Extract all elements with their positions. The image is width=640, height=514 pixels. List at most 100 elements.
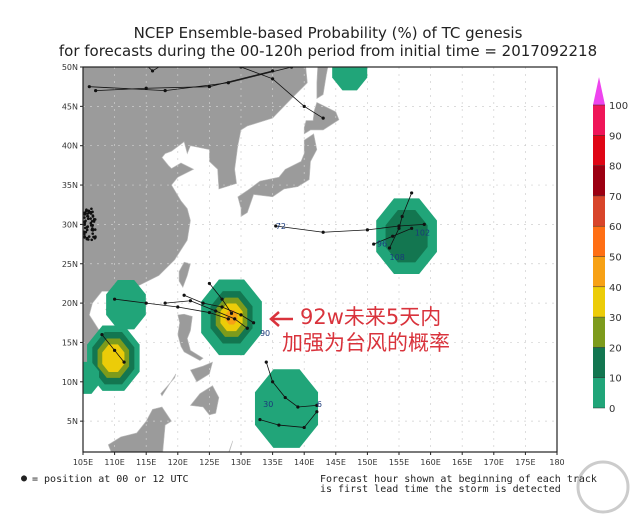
- track-position-dot: [271, 380, 274, 383]
- track-label: 108: [390, 253, 405, 262]
- track-position-dot: [246, 327, 249, 330]
- colorbar-segment: [593, 196, 605, 226]
- track-position-dot: [88, 85, 91, 88]
- x-tick-label: 160E: [420, 458, 440, 467]
- x-tick-label: 135E: [262, 458, 282, 467]
- track-position-dot: [183, 294, 186, 297]
- y-tick-label: 15N: [62, 338, 78, 347]
- track-position-dot: [100, 333, 103, 336]
- track-position-dot: [176, 305, 179, 308]
- track-position-dot: [189, 299, 192, 302]
- track-position-dot: [208, 311, 211, 314]
- track-position-dot: [113, 298, 116, 301]
- track-position-dot: [91, 227, 94, 230]
- track-position-dot: [86, 226, 89, 229]
- y-tick-label: 45N: [62, 102, 78, 111]
- track-position-dot: [315, 410, 318, 413]
- x-tick-label: 165E: [452, 458, 472, 467]
- x-tick-label: 140E: [294, 458, 314, 467]
- track-position-dot: [258, 418, 261, 421]
- y-tick-label: 30N: [62, 220, 78, 229]
- track-position-dot: [89, 217, 92, 220]
- y-tick-label: 5N: [67, 417, 78, 426]
- annotation-line2: 加强为台风的概率: [282, 331, 450, 356]
- colorbar-label: 10: [609, 374, 622, 385]
- colorbar-label: 0: [609, 404, 615, 415]
- legend-dot-icon: ●: [21, 474, 27, 484]
- track-position-dot: [227, 81, 230, 84]
- colorbar-label: 40: [609, 283, 622, 294]
- track-position-dot: [91, 232, 94, 235]
- colorbar-segment: [593, 287, 605, 317]
- track-position-dot: [277, 423, 280, 426]
- track-position-dot: [113, 349, 116, 352]
- track-position-dot: [366, 228, 369, 231]
- colorbar-segment: [593, 105, 605, 135]
- track-position-dot: [423, 223, 426, 226]
- track-position-dot: [271, 77, 274, 80]
- x-tick-label: 105E: [73, 458, 93, 467]
- track-position-dot: [86, 237, 89, 240]
- track-position-dot: [92, 214, 95, 217]
- annotation-line1: 92w未来5天内: [300, 305, 441, 330]
- colorbar-label: 100: [609, 101, 628, 112]
- track-position-dot: [227, 317, 230, 320]
- colorbar-segment: [593, 257, 605, 287]
- colorbar-over-arrow: [593, 77, 605, 105]
- colorbar-label: 50: [609, 253, 622, 264]
- probability-area-10: [332, 47, 367, 91]
- track-position-dot: [87, 215, 90, 218]
- track-position-dot: [233, 317, 236, 320]
- x-tick-label: 115E: [136, 458, 156, 467]
- track-position-dot: [87, 217, 90, 220]
- track-position-dot: [138, 58, 141, 61]
- track-label: 90: [260, 329, 270, 338]
- x-tick-label: 180: [549, 458, 564, 467]
- colorbar-label: 20: [609, 343, 622, 354]
- track-position-dot: [93, 220, 96, 223]
- track-position-dot: [303, 105, 306, 108]
- track-position-dot: [151, 69, 154, 72]
- track-position-dot: [90, 212, 93, 215]
- y-tick-label: 35N: [62, 181, 78, 190]
- colorbar-label: 70: [609, 192, 622, 203]
- track-position-dot: [88, 235, 91, 238]
- track-position-dot: [252, 321, 255, 324]
- colorbar-segment: [593, 135, 605, 165]
- colorbar-segment: [593, 166, 605, 196]
- forecast-note-line2: is first lead time the storm is detected: [320, 485, 561, 495]
- track-position-dot: [164, 89, 167, 92]
- track-position-dot: [322, 231, 325, 234]
- y-tick-label: 25N: [62, 260, 78, 269]
- probability-area-10: [106, 280, 146, 329]
- track-position-dot: [94, 235, 97, 238]
- track-position-dot: [214, 309, 217, 312]
- track-label: 96: [377, 239, 387, 248]
- track-position-dot: [164, 61, 167, 64]
- track-label: 30: [263, 400, 273, 409]
- x-tick-label: 120E: [168, 458, 188, 467]
- x-tick-label: 125E: [199, 458, 219, 467]
- track-position-dot: [265, 361, 268, 364]
- track-position-dot: [372, 242, 375, 245]
- colorbar-segment: [593, 226, 605, 256]
- colorbar-label: 60: [609, 222, 622, 233]
- track-position-dot: [239, 313, 242, 316]
- position-legend: = position at 00 or 12 UTC: [32, 475, 189, 485]
- x-tick-label: 170E: [484, 458, 504, 467]
- track-position-dot: [284, 396, 287, 399]
- track-position-dot: [397, 227, 400, 230]
- track-position-dot: [164, 302, 167, 305]
- track-position-dot: [401, 215, 404, 218]
- track-position-dot: [90, 224, 93, 227]
- track-position-dot: [322, 117, 325, 120]
- track-position-dot: [94, 89, 97, 92]
- x-tick-label: 155E: [389, 458, 409, 467]
- track-position-dot: [90, 208, 93, 211]
- x-tick-label: 130E: [231, 458, 251, 467]
- x-tick-label: 175E: [515, 458, 535, 467]
- track-position-dot: [83, 223, 86, 226]
- y-tick-label: 50N: [62, 63, 78, 72]
- track-label: 102: [415, 228, 430, 237]
- track-position-dot: [122, 361, 125, 364]
